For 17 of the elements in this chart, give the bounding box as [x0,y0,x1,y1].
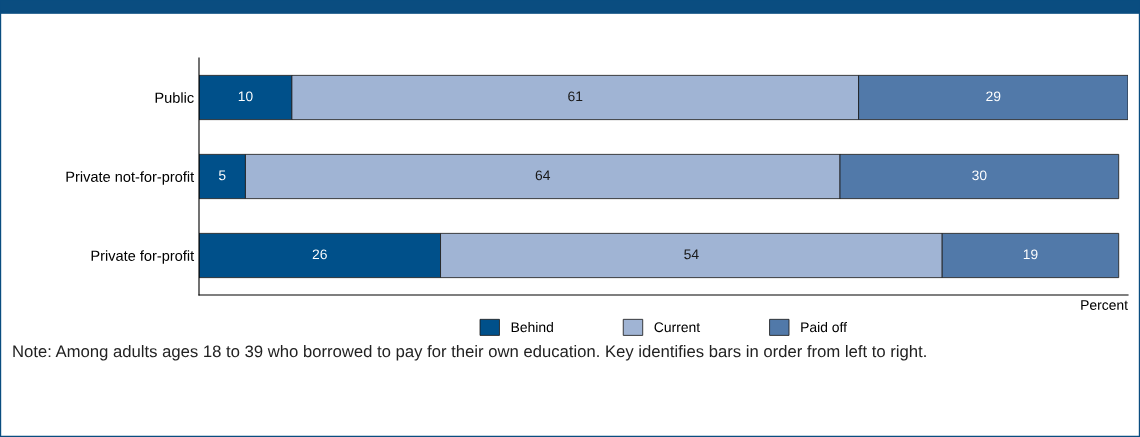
data-label: 64 [535,170,551,181]
data-label: 29 [986,91,1001,102]
y-tick-label: Public [155,92,194,103]
text: Note: Among adults ages 18 to 39 who borrowed to pay for their own education. Key identifies bars in order from left to right. [13,345,926,361]
data-label: 30 [972,170,987,181]
data-label: 10 [238,91,253,102]
legend-label: Current [654,322,701,333]
y-tick-label: Private not-for-profit [66,171,195,185]
x-axis-title: Percent [1081,300,1128,310]
data-label: 19 [1023,249,1038,260]
data-label: 61 [568,91,583,102]
data-label: 26 [312,249,327,260]
y-tick-label: Private for-profit [91,250,195,264]
legend-label: Behind [511,321,553,333]
data-label: 5 [218,170,226,181]
data-label: 54 [684,249,699,260]
legend-label: Paid off [801,321,847,333]
